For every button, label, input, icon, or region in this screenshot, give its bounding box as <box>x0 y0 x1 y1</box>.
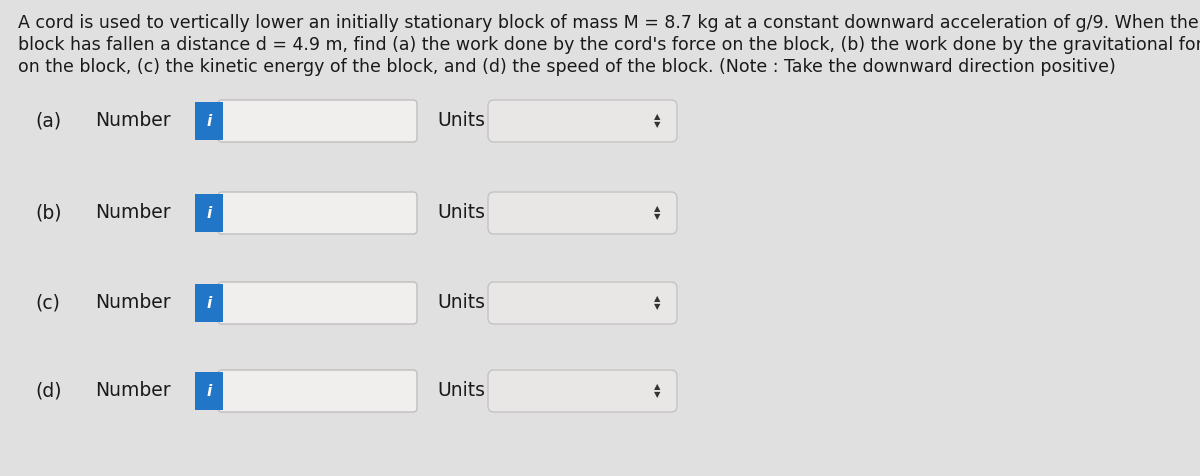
Text: on the block, (c) the kinetic energy of the block, and (d) the speed of the bloc: on the block, (c) the kinetic energy of … <box>18 58 1116 76</box>
Text: Number: Number <box>95 381 170 400</box>
Text: ▼: ▼ <box>654 120 660 129</box>
Text: Number: Number <box>95 111 170 130</box>
Text: Number: Number <box>95 204 170 222</box>
FancyBboxPatch shape <box>218 100 418 142</box>
Text: ▼: ▼ <box>654 212 660 221</box>
Text: Number: Number <box>95 294 170 313</box>
FancyBboxPatch shape <box>488 192 677 234</box>
Text: i: i <box>206 384 211 398</box>
Text: block has fallen a distance d = 4.9 m, find (a) the work done by the cord's forc: block has fallen a distance d = 4.9 m, f… <box>18 36 1200 54</box>
Text: Units: Units <box>437 111 485 130</box>
Text: A cord is used to vertically lower an initially stationary block of mass M = 8.7: A cord is used to vertically lower an in… <box>18 14 1199 32</box>
FancyBboxPatch shape <box>488 100 677 142</box>
FancyBboxPatch shape <box>194 102 223 140</box>
Text: (c): (c) <box>35 294 60 313</box>
Text: (a): (a) <box>35 111 61 130</box>
Text: ▲: ▲ <box>654 383 660 391</box>
Text: Units: Units <box>437 294 485 313</box>
Text: ▼: ▼ <box>654 390 660 399</box>
Text: (b): (b) <box>35 204 61 222</box>
FancyBboxPatch shape <box>488 282 677 324</box>
Text: ▲: ▲ <box>654 295 660 304</box>
Text: (d): (d) <box>35 381 61 400</box>
Text: i: i <box>206 113 211 129</box>
FancyBboxPatch shape <box>218 282 418 324</box>
Text: ▲: ▲ <box>654 205 660 214</box>
Text: i: i <box>206 206 211 220</box>
Text: ▼: ▼ <box>654 303 660 311</box>
Text: Units: Units <box>437 381 485 400</box>
FancyBboxPatch shape <box>488 370 677 412</box>
FancyBboxPatch shape <box>194 372 223 410</box>
Text: Units: Units <box>437 204 485 222</box>
Text: i: i <box>206 296 211 310</box>
FancyBboxPatch shape <box>194 284 223 322</box>
Text: ▲: ▲ <box>654 112 660 121</box>
FancyBboxPatch shape <box>218 192 418 234</box>
FancyBboxPatch shape <box>218 370 418 412</box>
FancyBboxPatch shape <box>194 194 223 232</box>
